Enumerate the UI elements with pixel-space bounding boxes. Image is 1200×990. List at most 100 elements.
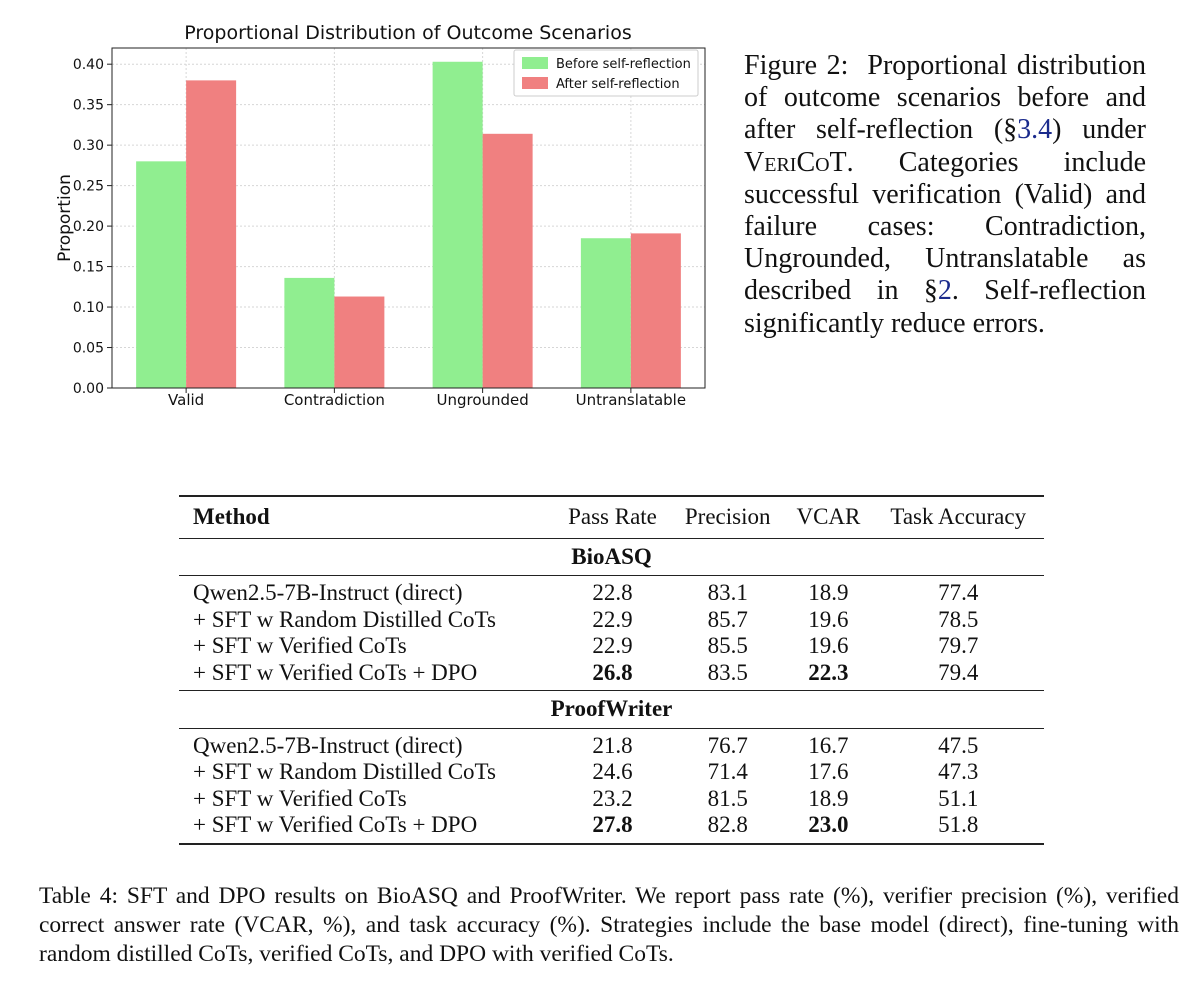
figure-caption-text-2: ) under [1052,114,1146,146]
y-axis-label: Proportion [55,174,75,262]
figure-caption: Figure 2: Proportional distribution of o… [744,50,1146,340]
method-cell: + SFT w Verified CoTs + DPO [193,812,478,837]
bar-before-ungrounded [432,61,483,389]
pass-rate-cell: 26.8 [592,659,633,685]
vcar-cell: 17.6 [808,759,849,784]
bar-before-untranslatable [580,238,631,388]
table-row: + SFT w Verified CoTs + DPO 26.8 83.5 22… [179,660,1044,691]
figure-caption-text-4: . Self-reflection significantly reduce e… [744,275,1146,339]
table-row: + SFT w Verified CoTs 22.9 85.5 19.6 79.… [179,633,1044,660]
method-cell: Qwen2.5-7B-Instruct (direct) [193,732,463,758]
pass-rate-cell: 27.8 [592,812,633,837]
section-header: ProofWriter [179,690,1044,729]
x-tick-label: Valid [168,391,204,409]
precision-cell: 85.5 [707,633,748,658]
pass-rate-cell: 22.9 [592,633,633,658]
table-row: + SFT w Verified CoTs + DPO 27.8 82.8 23… [179,812,1044,844]
y-tick-label: 0.30 [73,138,104,154]
table-row: + SFT w Random Distilled CoTs 24.6 71.4 … [179,759,1044,786]
section-title-bioasq: BioASQ [179,538,1044,576]
y-tick-label: 0.25 [73,179,104,195]
y-tick-label: 0.05 [73,341,104,357]
method-cell: + SFT w Verified CoTs + DPO [193,659,478,685]
pass-rate-cell: 22.9 [592,606,633,632]
bar-before-valid [136,161,187,388]
vcar-cell: 23.0 [808,812,849,837]
y-tick-label: 0.15 [73,260,104,276]
method-cell: + SFT w Random Distilled CoTs [193,759,496,784]
precision-cell: 76.7 [707,732,748,758]
header-precision: Precision [684,504,771,529]
pass-rate-cell: 21.8 [592,732,633,758]
table-row: Qwen2.5-7B-Instruct (direct) 22.8 83.1 1… [179,576,1044,607]
section-ref-link[interactable]: 3.4 [1017,114,1053,146]
axes [107,47,706,393]
legend-label-after: After self-reflection [556,77,680,92]
task-accuracy-cell: 51.8 [938,812,979,837]
legend-swatch-before [522,57,548,69]
tick-labels: 0.00 0.05 0.10 0.15 0.20 0.25 0.30 0.35 0.40 Vali… [73,57,686,409]
vcar-cell: 18.9 [808,580,849,605]
x-tick-label: Untranslatable [576,391,686,409]
pass-rate-cell: 23.2 [592,785,633,811]
table-header-row: Method Pass Rate Precision VCAR Task Acc… [179,496,1044,538]
legend-box [513,49,699,97]
y-tick-label: 0.20 [73,219,104,235]
bar-after-contradiction [334,296,385,388]
section-title-proofwriter: ProofWriter [179,690,1044,729]
precision-cell: 83.1 [707,580,748,605]
task-accuracy-cell: 51.1 [938,785,979,811]
vcar-cell: 22.3 [808,659,849,685]
task-accuracy-cell: 79.7 [938,633,979,658]
section-header: BioASQ [179,538,1044,576]
y-tick-label: 0.10 [73,300,104,316]
vcar-cell: 18.9 [808,785,849,811]
x-tick-label: Contradiction [284,391,385,409]
y-tick-label: 0.40 [73,57,104,73]
task-accuracy-cell: 47.3 [938,759,979,784]
bars [136,61,681,389]
task-accuracy-cell: 47.5 [938,732,979,758]
bar-after-ungrounded [482,133,533,388]
precision-cell: 81.5 [707,785,748,811]
figure-caption-text-1: Proportional distribution of outcome sce… [744,50,1146,146]
figure-label: Figure 2: [744,50,849,81]
vcar-cell: 19.6 [808,606,849,632]
task-accuracy-cell: 78.5 [938,606,979,632]
bar-before-contradiction [284,277,335,388]
x-tick-label: Ungrounded [436,391,528,409]
section-ref-link[interactable]: 2 [937,275,952,307]
legend-label-before: Before self-reflection [556,57,691,72]
chart-title: Proportional Distribution of Outcome Sce… [184,22,631,44]
precision-cell: 85.7 [707,606,748,632]
system-name: VeriCoT [744,146,847,178]
bar-after-valid [186,80,237,388]
vcar-cell: 19.6 [808,633,849,658]
table-caption: Table 4: SFT and DPO results on BioASQ a… [39,883,1179,967]
outcome-distribution-chart: Proportional Distribution of Outcome Sce… [55,22,706,409]
header-task-accuracy: Task Accuracy [890,504,1027,529]
table-row: + SFT w Verified CoTs 23.2 81.5 18.9 51.… [179,786,1044,813]
figure-caption-text-3: . Categories include successful verifica… [744,146,1146,307]
method-cell: + SFT w Verified CoTs [193,785,407,811]
results-table: Method Pass Rate Precision VCAR Task Acc… [179,495,1044,845]
chart-legend: Before self-reflection After self-reflec… [513,49,699,97]
task-accuracy-cell: 79.4 [938,659,979,685]
task-accuracy-cell: 77.4 [938,580,979,605]
bar-after-untranslatable [630,233,681,388]
legend-swatch-after [522,77,548,89]
method-cell: Qwen2.5-7B-Instruct (direct) [193,580,463,605]
header-pass-rate: Pass Rate [568,504,657,529]
precision-cell: 71.4 [707,759,748,784]
table-row: + SFT w Random Distilled CoTs 22.9 85.7 … [179,607,1044,634]
table-row: Qwen2.5-7B-Instruct (direct) 21.8 76.7 1… [179,728,1044,759]
header-method: Method [193,504,270,529]
y-tick-label: 0.35 [73,98,104,114]
y-tick-label: 0.00 [73,381,104,397]
header-vcar: VCAR [796,504,861,529]
method-cell: + SFT w Random Distilled CoTs [193,606,496,632]
pass-rate-cell: 24.6 [592,759,633,784]
precision-cell: 82.8 [707,812,748,837]
precision-cell: 83.5 [707,659,748,685]
vcar-cell: 16.7 [808,732,849,758]
